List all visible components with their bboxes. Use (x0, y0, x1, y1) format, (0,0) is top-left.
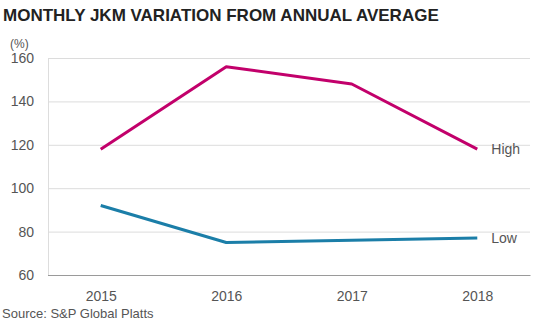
grid-line (48, 58, 530, 59)
x-tick-label: 2017 (337, 288, 368, 304)
x-tick-label: 2016 (211, 288, 242, 304)
x-tick-label: 2018 (462, 288, 493, 304)
y-tick: 60 (18, 267, 530, 283)
chart: MONTHLY JKM VARIATION FROM ANNUAL AVERAG… (0, 0, 560, 325)
y-tick-label: 120 (11, 137, 35, 153)
series-line (101, 67, 478, 149)
x-tick: 2016 (211, 275, 242, 304)
plot-area (101, 67, 478, 243)
y-axis-label: (%) (10, 37, 29, 51)
x-axis: 2015 2016 2017 2018 (49, 275, 531, 304)
y-tick: 100 (11, 180, 530, 196)
y-tick-label: 60 (18, 267, 34, 283)
x-tick: 2015 (86, 275, 117, 304)
y-axis-line (49, 59, 531, 276)
x-tick-label: 2015 (86, 288, 117, 304)
y-tick-label: 160 (11, 50, 35, 66)
series-line (101, 206, 478, 243)
y-tick: 120 (11, 137, 530, 153)
grid-line (48, 101, 530, 102)
x-axis-line (49, 275, 531, 276)
x-tick: 2017 (337, 275, 368, 304)
grid-line (48, 145, 530, 146)
x-tick: 2018 (462, 275, 493, 304)
y-tick-label: 100 (11, 180, 35, 196)
y-tick-label: 140 (11, 93, 35, 109)
y-tick-label: 80 (18, 224, 34, 240)
grid-line (48, 188, 530, 189)
grid-line (48, 232, 530, 233)
title: MONTHLY JKM VARIATION FROM ANNUAL AVERAG… (3, 6, 439, 25)
series-label: Low (491, 230, 518, 246)
y-tick: 160 (11, 50, 530, 66)
y-tick: 140 (11, 93, 530, 109)
grid-line (48, 275, 530, 276)
series-label: High (491, 141, 520, 157)
y-axis: 60 80 100 120 140 160 (11, 50, 530, 283)
source: Source: S&P Global Platts (2, 306, 154, 321)
